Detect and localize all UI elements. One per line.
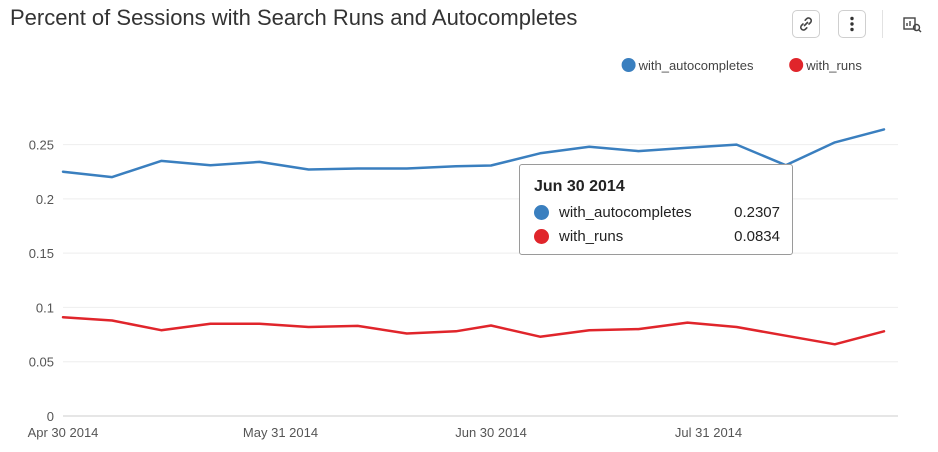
tooltip-swatch-autocompletes xyxy=(534,205,549,220)
link-icon xyxy=(800,17,812,31)
tooltip-series-name: with_autocompletes xyxy=(559,204,692,221)
explore-chart-button[interactable] xyxy=(898,10,926,38)
tooltip-series-name: with_runs xyxy=(559,228,624,245)
y-tick-label: 0.25 xyxy=(29,138,54,153)
x-tick-label: Jul 31 2014 xyxy=(675,425,742,440)
y-tick-label: 0.1 xyxy=(36,300,54,315)
copy-link-button[interactable] xyxy=(792,10,820,38)
series-line-with-autocompletes xyxy=(61,128,886,179)
x-tick-label: Jun 30 2014 xyxy=(455,425,527,440)
series-line-with-runs xyxy=(61,315,886,346)
tooltip-row-runs: with_runs 0.0834 xyxy=(534,227,780,247)
more-options-button[interactable] xyxy=(838,10,866,38)
legend-label-with-runs: with_runs xyxy=(805,58,862,73)
tooltip-swatch-runs xyxy=(534,229,549,244)
y-tick-label: 0.2 xyxy=(36,192,54,207)
x-tick-label: Apr 30 2014 xyxy=(28,425,99,440)
chart-toolbar xyxy=(792,10,938,40)
tooltip-date: Jun 30 2014 xyxy=(534,178,625,195)
legend-label-with-autocompletes: with_autocompletes xyxy=(638,58,754,73)
y-tick-label: 0.05 xyxy=(29,355,54,370)
chart-tooltip: Jun 30 2014 with_autocompletes 0.2307 wi… xyxy=(519,164,793,255)
toolbar-divider xyxy=(882,10,883,38)
x-tick-label: May 31 2014 xyxy=(243,425,318,440)
chart-explore-icon xyxy=(903,17,922,33)
legend-swatch-with-runs xyxy=(789,58,804,72)
tooltip-row-autocompletes: with_autocompletes 0.2307 xyxy=(534,203,780,223)
more-vertical-icon xyxy=(850,16,854,32)
page-title: Percent of Sessions with Search Runs and… xyxy=(10,5,578,30)
y-tick-label: 0.15 xyxy=(29,246,54,261)
tooltip-series-value: 0.0834 xyxy=(734,228,780,245)
legend-swatch-with-autocompletes xyxy=(621,58,636,72)
y-tick-label: 0 xyxy=(47,409,54,424)
tooltip-series-value: 0.2307 xyxy=(734,204,780,221)
